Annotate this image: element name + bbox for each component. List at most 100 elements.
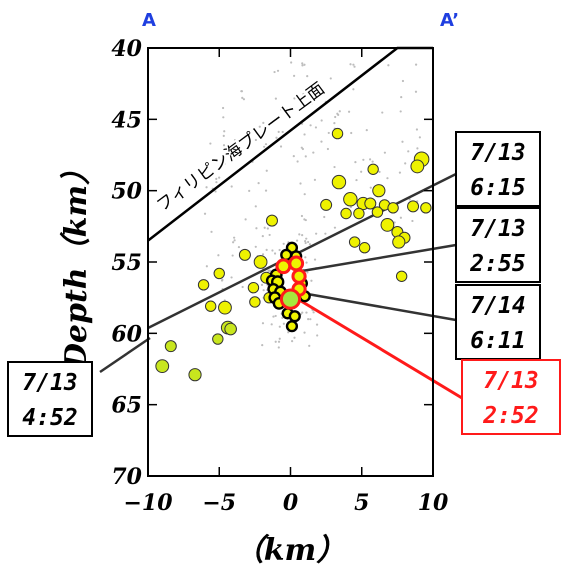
background-event — [307, 89, 311, 92]
background-event — [232, 241, 235, 244]
background-event — [291, 340, 294, 343]
background-event — [263, 145, 266, 148]
y-tick-label: 60 — [111, 321, 142, 347]
background-event — [221, 106, 225, 110]
background-event — [315, 232, 318, 235]
background-event — [264, 189, 268, 192]
background-event — [301, 64, 304, 67]
background-event — [222, 144, 226, 147]
background-event — [280, 108, 283, 111]
background-event — [215, 177, 218, 180]
background-event — [203, 212, 207, 215]
background-event — [264, 143, 268, 146]
background-event — [209, 142, 212, 145]
background-event — [313, 258, 317, 261]
background-event — [265, 248, 268, 251]
background-event — [274, 340, 277, 343]
background-event — [309, 318, 312, 321]
event-time: 2:52 — [482, 403, 538, 429]
background-event — [320, 140, 323, 143]
background-event — [310, 102, 313, 105]
background-event — [309, 124, 312, 127]
background-event — [218, 176, 221, 179]
background-event — [365, 128, 368, 132]
background-event — [220, 279, 224, 282]
background-event — [400, 96, 403, 99]
event — [164, 340, 177, 353]
background-event — [304, 256, 307, 259]
background-event — [279, 145, 283, 148]
highlighted-event — [279, 288, 302, 310]
background-event — [313, 178, 317, 181]
background-event — [215, 181, 218, 184]
background-event — [371, 160, 374, 163]
background-event — [261, 235, 264, 238]
background-event — [282, 242, 285, 245]
event — [331, 127, 344, 140]
x-tick-label: −10 — [123, 490, 173, 516]
background-event — [223, 130, 226, 133]
background-event — [205, 186, 208, 189]
event — [371, 206, 384, 218]
background-event — [307, 317, 310, 321]
event-date: 7/13 — [22, 370, 77, 396]
background-event — [336, 112, 339, 115]
background-event — [316, 334, 319, 337]
background-event — [305, 237, 308, 240]
background-event — [386, 177, 389, 180]
background-event — [273, 70, 276, 74]
background-event — [292, 74, 296, 77]
event — [249, 296, 261, 308]
event-labels: 7/13 6:15 7/13 2:55 7/14 6:11 7/13 4:52 7/13 2:52 — [7, 131, 561, 437]
background-event — [260, 283, 264, 286]
background-event — [277, 340, 281, 343]
background-event — [268, 233, 271, 237]
background-event — [258, 125, 261, 128]
background-event — [248, 189, 251, 193]
event — [280, 248, 293, 261]
y-tick-label: 40 — [111, 36, 142, 62]
background-event — [276, 69, 280, 72]
event — [407, 200, 420, 213]
y-tick-label: 50 — [111, 179, 142, 205]
event — [320, 198, 333, 211]
event-date: 7/13 — [470, 140, 525, 166]
background-event — [254, 245, 257, 248]
background-event — [401, 140, 404, 143]
event — [331, 174, 347, 190]
background-event — [310, 90, 314, 93]
event-date: 7/14 — [470, 293, 525, 319]
event — [395, 270, 408, 282]
event — [188, 368, 202, 382]
section-start-label: A — [142, 10, 156, 31]
event — [367, 163, 379, 175]
background-event — [327, 131, 330, 135]
background-event — [326, 147, 330, 151]
event-date: 7/13 — [483, 368, 538, 394]
background-event — [368, 158, 372, 161]
background-event — [278, 248, 281, 252]
event-time: 6:15 — [470, 175, 525, 201]
background-event — [355, 178, 358, 182]
event — [212, 333, 224, 345]
background-event — [301, 62, 304, 65]
background-event — [393, 221, 396, 224]
event — [288, 310, 301, 323]
y-tick-label: 55 — [111, 250, 142, 276]
background-event — [415, 128, 419, 131]
background-event — [308, 243, 312, 246]
background-event — [305, 261, 308, 264]
background-event — [275, 136, 278, 139]
leader-line-e1 — [147, 172, 457, 330]
background-event — [306, 75, 309, 78]
leader-line-e5 — [295, 296, 463, 400]
background-event — [407, 150, 410, 153]
background-event — [262, 121, 265, 124]
leader-line-e3 — [295, 290, 457, 322]
background-event — [268, 269, 271, 272]
event-time: 2:55 — [469, 251, 525, 277]
background-event — [301, 234, 304, 237]
background-event — [214, 190, 217, 193]
background-event — [245, 147, 248, 150]
y-axis-label: Depth（km） — [59, 155, 94, 370]
